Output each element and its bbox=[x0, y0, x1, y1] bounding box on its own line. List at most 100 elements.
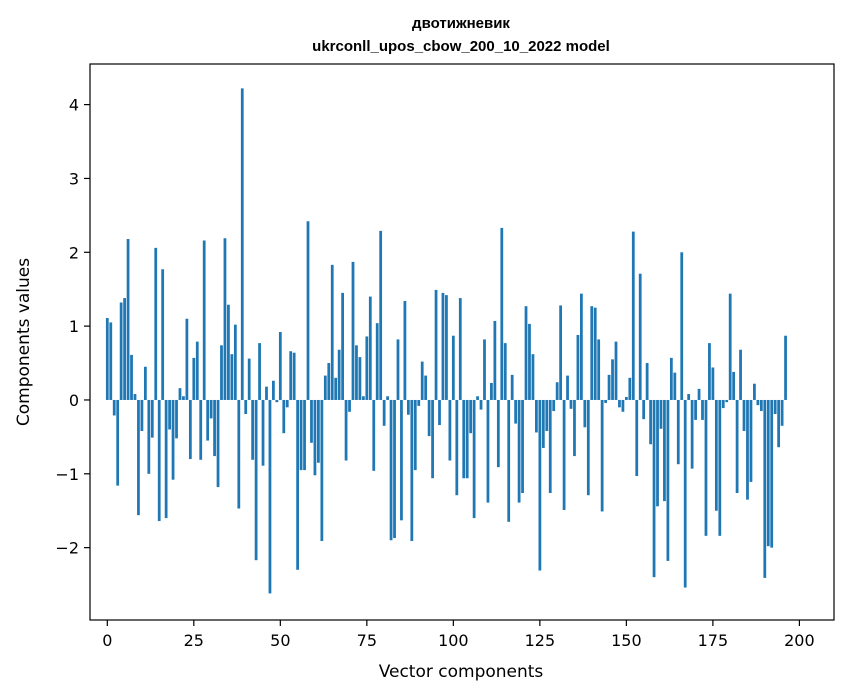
bar bbox=[732, 371, 736, 400]
bar bbox=[313, 399, 317, 476]
bar bbox=[483, 339, 486, 400]
bar bbox=[330, 264, 334, 400]
bar bbox=[427, 399, 431, 437]
bar bbox=[320, 399, 324, 541]
bar bbox=[351, 261, 355, 400]
bar bbox=[666, 399, 670, 561]
bar bbox=[645, 363, 649, 400]
bar bbox=[659, 399, 663, 429]
bar bbox=[479, 399, 483, 410]
bar bbox=[687, 394, 691, 400]
bar bbox=[445, 295, 448, 400]
bars bbox=[105, 88, 787, 594]
bar bbox=[593, 307, 597, 400]
bar bbox=[624, 397, 628, 400]
bar bbox=[317, 399, 320, 463]
bar bbox=[451, 335, 455, 400]
bar bbox=[628, 377, 632, 400]
bar bbox=[178, 388, 182, 400]
bar bbox=[690, 399, 694, 469]
bar bbox=[157, 399, 161, 522]
x-tick-label: 150 bbox=[611, 631, 642, 650]
bar bbox=[621, 399, 625, 412]
bar bbox=[199, 399, 203, 460]
bar bbox=[434, 289, 438, 400]
bar bbox=[535, 399, 538, 433]
bar bbox=[119, 302, 123, 400]
bar bbox=[126, 239, 130, 400]
bar bbox=[524, 306, 528, 400]
bar bbox=[209, 399, 213, 419]
bar bbox=[583, 399, 587, 428]
bar bbox=[137, 399, 140, 516]
bar bbox=[545, 399, 549, 431]
bar bbox=[777, 399, 781, 448]
bar bbox=[306, 221, 310, 400]
bar bbox=[780, 399, 784, 426]
bar bbox=[753, 383, 756, 400]
bar bbox=[254, 399, 258, 561]
y-tick-label: 4 bbox=[69, 96, 79, 115]
bar bbox=[161, 269, 165, 400]
bar bbox=[382, 399, 386, 426]
bar bbox=[784, 335, 787, 400]
bar bbox=[296, 399, 300, 570]
bar bbox=[493, 320, 497, 400]
bar bbox=[638, 273, 642, 400]
bar bbox=[728, 293, 732, 400]
bar bbox=[521, 399, 524, 493]
bar bbox=[424, 375, 428, 400]
bar bbox=[379, 230, 383, 400]
bar bbox=[552, 399, 556, 412]
y-tick-label: 0 bbox=[69, 391, 79, 410]
bar bbox=[500, 227, 504, 400]
bar bbox=[292, 352, 296, 400]
bar bbox=[472, 399, 476, 519]
y-tick-label: 1 bbox=[69, 317, 79, 336]
x-tick-label: 100 bbox=[438, 631, 469, 650]
bar bbox=[541, 399, 545, 448]
bar bbox=[607, 374, 611, 400]
bar bbox=[105, 318, 109, 400]
bar bbox=[528, 323, 531, 400]
bar bbox=[604, 399, 607, 403]
bar bbox=[694, 399, 697, 420]
bar bbox=[251, 399, 255, 460]
y-tick-label: −2 bbox=[55, 539, 79, 558]
bar bbox=[562, 399, 566, 510]
bar bbox=[299, 399, 303, 471]
bar bbox=[683, 399, 687, 588]
bar bbox=[220, 345, 223, 400]
bar bbox=[725, 399, 729, 403]
bar bbox=[566, 375, 569, 400]
y-tick-label: −1 bbox=[55, 465, 79, 484]
x-tick-label: 175 bbox=[698, 631, 729, 650]
bar bbox=[503, 343, 507, 400]
bar bbox=[247, 358, 251, 400]
bar bbox=[586, 399, 590, 496]
bar bbox=[355, 345, 358, 400]
bar bbox=[652, 399, 656, 578]
bar bbox=[337, 349, 341, 400]
bar bbox=[458, 298, 462, 400]
bar bbox=[708, 343, 711, 400]
bar bbox=[344, 399, 348, 461]
bar bbox=[465, 399, 469, 479]
bar bbox=[576, 334, 580, 400]
bar bbox=[233, 324, 237, 400]
bar bbox=[490, 382, 493, 400]
x-tick-label: 0 bbox=[102, 631, 112, 650]
bar bbox=[396, 339, 400, 400]
bar bbox=[531, 354, 535, 400]
bar bbox=[368, 296, 372, 400]
bar bbox=[663, 399, 666, 502]
bar bbox=[770, 399, 774, 548]
bar bbox=[507, 399, 511, 522]
bar bbox=[420, 361, 424, 400]
bar bbox=[403, 301, 407, 400]
bar bbox=[763, 399, 767, 578]
bar bbox=[631, 231, 635, 400]
bar bbox=[462, 399, 466, 479]
bar bbox=[143, 366, 147, 400]
